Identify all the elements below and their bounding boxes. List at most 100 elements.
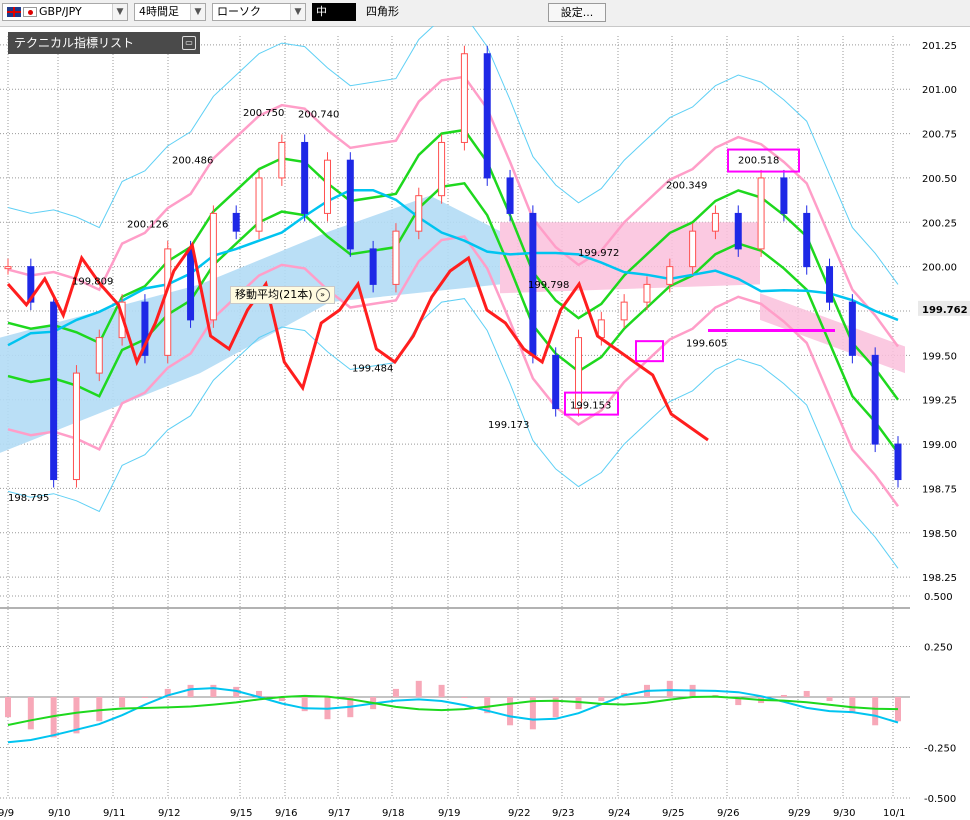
candle-body [780, 177, 788, 214]
price-label: 199.484 [352, 363, 393, 374]
moving-average-short [7, 128, 900, 401]
candle-body [72, 372, 80, 481]
macd-tick-label: 0.500 [924, 592, 953, 603]
price-tick-label: 200.00 [922, 263, 957, 274]
candle-body [506, 177, 514, 214]
price-tick-label: 201.00 [922, 85, 957, 96]
price-tick-label: 198.50 [922, 529, 957, 540]
candle-body [301, 141, 309, 214]
annotation-box [727, 148, 800, 173]
window-icon[interactable]: ▭ [182, 36, 196, 50]
candle-body [803, 212, 811, 268]
macd-bar [666, 680, 673, 697]
line-width-value: 中 [316, 5, 327, 18]
date-tick-label: 9/16 [275, 808, 297, 819]
price-tick-label: 198.75 [922, 484, 957, 495]
candlesticks [4, 45, 902, 488]
macd-bar [598, 697, 605, 702]
candle-body [187, 248, 195, 321]
moving-average-tooltip[interactable]: 移動平均(21本)» [230, 286, 335, 304]
settings-button[interactable]: 設定... [548, 3, 606, 22]
macd-bar [50, 697, 57, 738]
price-chart[interactable]: 201.272200.750200.740200.486200.126199.8… [0, 26, 970, 820]
timeframe-select[interactable]: 4時間足 ▼ [134, 3, 206, 21]
candle-body [734, 212, 742, 250]
macd-bar [164, 688, 171, 697]
uk-flag-icon [7, 7, 21, 17]
macd-line [7, 687, 899, 744]
candle-body [643, 283, 651, 303]
currency-pair-select[interactable]: GBP/JPY ▼ [2, 3, 128, 21]
candle-body [50, 301, 58, 481]
candle-body [757, 177, 765, 250]
macd-bar [27, 697, 34, 730]
macd-bar [575, 697, 582, 710]
date-tick-label: 9/12 [158, 808, 180, 819]
price-label: 200.349 [666, 181, 707, 192]
current-price-value: 199.762 [922, 305, 968, 316]
indicator-list-title: テクニカル指標リスト [14, 36, 135, 50]
date-tick-label: 9/15 [230, 808, 252, 819]
toolbar: GBP/JPY ▼ 4時間足 ▼ ローソク ▼ 中 四角形 設定... [0, 0, 970, 27]
candle-body [255, 177, 263, 232]
rsi-line [6, 241, 709, 442]
macd-bar [5, 697, 11, 718]
macd-bar [849, 697, 856, 714]
macd-bar [507, 697, 514, 726]
moving-average-long [7, 188, 899, 347]
date-tick-label: 9/26 [717, 808, 739, 819]
candle-body [552, 354, 560, 410]
date-tick-label: 10/1 [883, 808, 905, 819]
macd-bar [438, 684, 445, 697]
annotation-box [635, 340, 664, 363]
line-width-select[interactable]: 中 [312, 3, 356, 21]
timeframe-value: 4時間足 [139, 5, 179, 18]
chevron-down-icon: ▼ [290, 4, 305, 20]
japan-flag-icon [23, 7, 37, 17]
price-tick-label: 198.25 [922, 573, 957, 584]
candle-body [369, 248, 377, 285]
bollinger-bands [7, 26, 900, 569]
price-axis: 201.25 201.00 200.75 200.50 200.25 200.00 199.… [918, 41, 970, 805]
candle-body [826, 266, 834, 303]
date-tick-label: 9/10 [48, 808, 70, 819]
candle-body [483, 53, 491, 179]
bollinger-upper [7, 75, 900, 348]
candle-body [666, 266, 674, 285]
macd-bar [210, 684, 217, 697]
macd-bar [803, 690, 810, 697]
current-price-marker [918, 300, 970, 316]
chevron-down-icon: » [315, 288, 330, 302]
price-label: 200.486 [172, 156, 213, 167]
macd-bar [529, 697, 536, 730]
date-tick-label: 9/9 [0, 808, 14, 819]
price-label: 200.740 [298, 110, 339, 121]
price-label: 199.173 [488, 420, 529, 431]
date-axis: 9/9 9/10 9/11 9/12 9/15 9/16 9/17 9/18 9/19 9/22 9… [0, 808, 905, 819]
candle-body [438, 141, 446, 197]
macd-bar [826, 697, 833, 702]
price-tick-label: 200.75 [922, 130, 957, 141]
macd-bar [256, 690, 263, 697]
candle-body [346, 159, 354, 250]
price-tick-label: 199.00 [922, 440, 957, 451]
macd-bar [415, 680, 422, 697]
chevron-down-icon: ▼ [190, 4, 205, 20]
date-tick-label: 9/22 [508, 808, 530, 819]
drawing-tool-label: 四角形 [366, 5, 399, 18]
macd-panel [5, 680, 901, 744]
candle-body [894, 443, 902, 481]
chart-style-select[interactable]: ローソク ▼ [212, 3, 306, 21]
technical-indicator-list[interactable]: テクニカル指標リスト ▭ [8, 32, 200, 54]
macd-bar [780, 694, 787, 697]
price-label: 199.972 [578, 248, 619, 259]
candle-body [232, 212, 240, 232]
price-label: 200.126 [127, 220, 168, 231]
candle-body [4, 266, 12, 270]
date-tick-label: 9/29 [788, 808, 810, 819]
candle-body [141, 301, 149, 356]
moving-averages [7, 128, 900, 454]
price-tick-label: 201.25 [922, 41, 957, 52]
date-tick-label: 9/17 [328, 808, 350, 819]
candle-body [164, 248, 172, 356]
